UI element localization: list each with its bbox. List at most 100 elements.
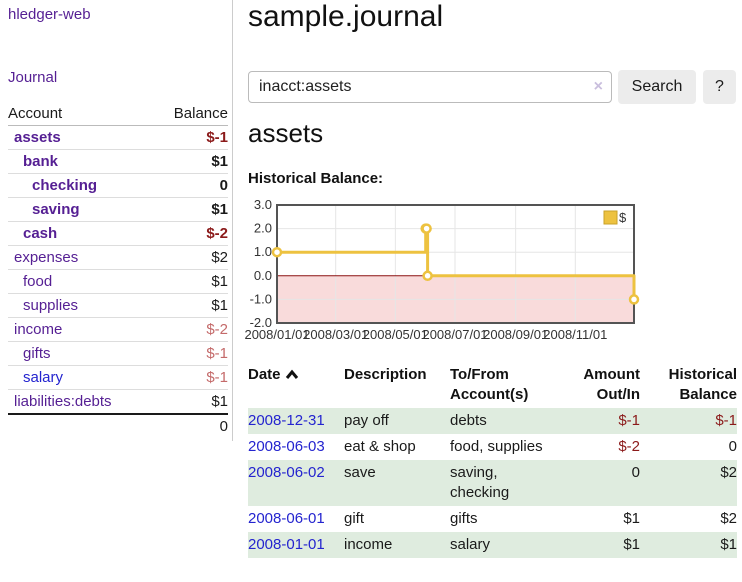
account-link[interactable]: checking xyxy=(32,177,98,194)
transaction-date-link[interactable]: 2008-01-01 xyxy=(248,536,325,553)
account-link[interactable]: bank xyxy=(23,153,59,170)
transaction-date-link[interactable]: 2008-06-03 xyxy=(248,438,325,455)
transaction-balance: $2 xyxy=(720,510,737,527)
transaction-description: save xyxy=(344,464,376,481)
column-header-date-label: Date xyxy=(248,366,281,383)
account-balance: $1 xyxy=(152,149,228,174)
account-row: supplies $1 xyxy=(8,293,228,318)
account-balance: $-2 xyxy=(152,221,228,246)
legend-label: $ xyxy=(619,210,627,225)
accounts-table: Account Balance assets $-1 bank $1 checking 0… xyxy=(8,102,228,438)
account-link[interactable]: supplies xyxy=(23,297,79,314)
help-button[interactable]: ? xyxy=(703,70,736,104)
y-axis-tick-label: 1.0 xyxy=(254,244,272,259)
transaction-amount: 0 xyxy=(631,464,640,481)
y-axis-tick-label: 0.0 xyxy=(254,268,272,283)
transaction-row: 2008-06-02 save saving, checking 0 $2 xyxy=(248,460,737,506)
transaction-balance: $-1 xyxy=(715,412,737,429)
account-link[interactable]: income xyxy=(14,321,63,338)
account-link[interactable]: expenses xyxy=(14,249,79,266)
transaction-date-link[interactable]: 2008-12-31 xyxy=(248,412,325,429)
page-title: sample.journal xyxy=(248,0,444,33)
account-link[interactable]: salary xyxy=(23,369,64,386)
historical-balance-chart: $3.0 2.0 1.0 0.0 -1.0 -2.02008/01/012008/03/0… xyxy=(244,197,640,342)
x-axis-tick-label: 2008/11/01 xyxy=(543,327,607,342)
account-link[interactable]: gifts xyxy=(23,345,51,362)
y-axis-tick-label: 3.0 xyxy=(254,197,272,212)
transaction-description: income xyxy=(344,536,393,553)
account-row: assets $-1 xyxy=(8,126,228,150)
transaction-amount: $-2 xyxy=(618,438,640,455)
account-row: bank $1 xyxy=(8,149,228,174)
x-axis-tick-label: 2008/07/01 xyxy=(422,327,487,342)
y-axis-tick-label: -2.0 xyxy=(250,315,272,330)
transaction-accounts: food, supplies xyxy=(450,438,543,455)
account-row: liabilities:debts $1 xyxy=(8,389,228,414)
transaction-row: 2008-01-01 income salary $1 $1 xyxy=(248,532,737,558)
sidebar-item-journal[interactable]: Journal xyxy=(8,69,58,86)
account-heading: assets xyxy=(248,118,324,148)
data-point-marker xyxy=(422,270,433,282)
transaction-amount: $1 xyxy=(623,536,640,553)
transaction-accounts: gifts xyxy=(450,510,478,527)
transaction-row: 2008-06-03 eat & shop food, supplies $-2 0 xyxy=(248,434,737,460)
account-balance: $-1 xyxy=(206,129,228,146)
transaction-amount: $1 xyxy=(623,510,640,527)
transaction-description: gift xyxy=(344,510,365,527)
transaction-accounts: saving, checking xyxy=(450,464,510,501)
x-axis-tick-label: 2008/05/01 xyxy=(363,327,428,342)
sidebar-divider xyxy=(232,0,233,441)
account-link[interactable]: food xyxy=(23,273,53,290)
legend-swatch xyxy=(603,210,618,225)
accounts-header-account: Account xyxy=(8,102,153,126)
account-row: cash $-2 xyxy=(8,221,228,246)
transaction-amount: $-1 xyxy=(618,412,640,429)
register-header-row: Date Description To/From Account(s) Amou… xyxy=(248,362,737,408)
account-row: food $1 xyxy=(8,269,228,294)
account-row: gifts $-1 xyxy=(8,341,228,366)
column-header-accounts: To/From Account(s) xyxy=(450,366,529,403)
account-link[interactable]: cash xyxy=(23,225,58,242)
search-button[interactable]: Search xyxy=(618,70,696,104)
register-table: Date Description To/From Account(s) Amou… xyxy=(248,362,737,558)
account-link[interactable]: assets xyxy=(14,129,61,146)
account-balance: $-2 xyxy=(152,317,228,342)
transaction-row: 2008-12-31 pay off debts $-1 $-1 xyxy=(248,408,737,434)
transaction-date-link[interactable]: 2008-06-01 xyxy=(248,510,325,527)
account-balance: $2 xyxy=(152,245,228,270)
search-bar: × Search ? xyxy=(248,70,736,104)
y-axis-tick-label: -1.0 xyxy=(250,291,272,306)
account-row: checking 0 xyxy=(8,173,228,198)
account-row: expenses $2 xyxy=(8,245,228,270)
transaction-description: eat & shop xyxy=(344,438,416,455)
chart-title: Historical Balance: xyxy=(248,170,384,187)
account-balance: $1 xyxy=(152,389,228,414)
main-content: sample.journal × Search ? assets Histori… xyxy=(244,0,742,582)
brand-link[interactable]: hledger-web xyxy=(8,6,91,23)
transaction-accounts: salary xyxy=(450,536,491,553)
accounts-header-balance: Balance xyxy=(152,102,228,126)
transaction-date-link[interactable]: 2008-06-02 xyxy=(248,464,325,481)
column-header-amount: Amount Out/In xyxy=(583,366,640,403)
search-box: × xyxy=(248,71,612,103)
account-balance: 0 xyxy=(152,173,228,198)
account-link[interactable]: saving xyxy=(32,201,80,218)
clear-search-icon[interactable]: × xyxy=(593,78,603,95)
transaction-description: pay off xyxy=(344,412,389,429)
transaction-row: 2008-06-01 gift gifts $1 $2 xyxy=(248,506,737,532)
account-balance: $1 xyxy=(152,197,228,222)
account-row: saving $1 xyxy=(8,197,228,222)
transaction-balance: 0 xyxy=(728,438,737,455)
data-point-marker xyxy=(421,223,432,234)
x-axis-tick-label: 2008/09/01 xyxy=(483,327,548,342)
account-row: income $-2 xyxy=(8,317,228,342)
data-point-marker xyxy=(628,294,640,305)
transaction-balance: $2 xyxy=(720,464,737,481)
search-input[interactable] xyxy=(248,71,612,103)
column-header-date[interactable]: Date xyxy=(248,362,344,408)
transaction-balance: $1 xyxy=(720,536,737,553)
column-header-balance: Historical Balance xyxy=(668,366,737,403)
account-balance: $-1 xyxy=(152,341,228,366)
account-link[interactable]: liabilities:debts xyxy=(14,393,112,410)
